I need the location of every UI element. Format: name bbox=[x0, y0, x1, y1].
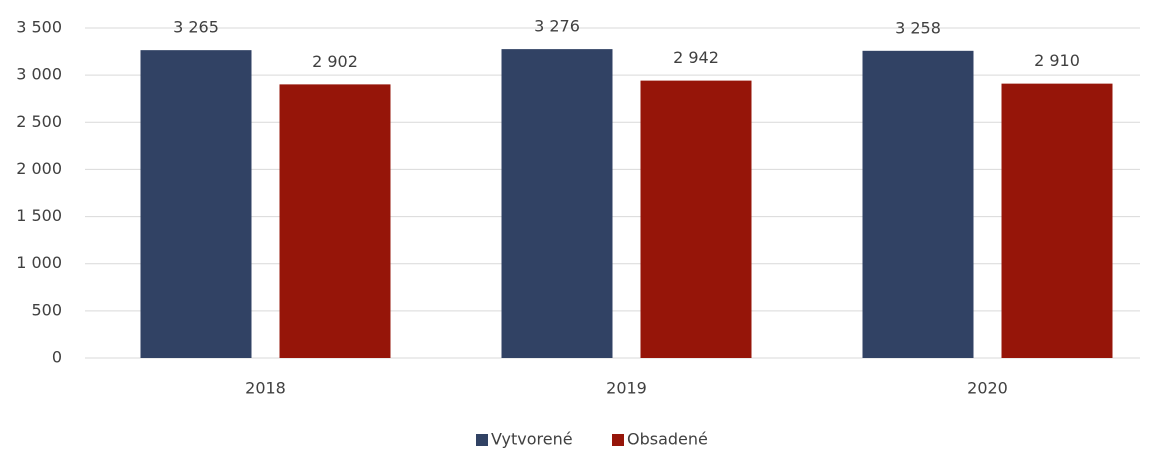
x-tick-label: 2020 bbox=[967, 379, 1008, 398]
data-label: 3 258 bbox=[895, 18, 941, 37]
bar bbox=[1001, 83, 1113, 358]
bar bbox=[640, 80, 752, 359]
bar bbox=[501, 49, 613, 359]
y-tick-label: 500 bbox=[31, 300, 62, 319]
y-tick-label: 0 bbox=[52, 348, 62, 367]
y-tick-label: 2 500 bbox=[16, 112, 62, 131]
x-tick-label: 2018 bbox=[245, 379, 286, 398]
data-label: 3 276 bbox=[534, 17, 580, 36]
y-tick-label: 1 000 bbox=[16, 253, 62, 272]
y-tick-label: 3 500 bbox=[16, 18, 62, 37]
x-tick-label: 2019 bbox=[606, 379, 647, 398]
y-tick-label: 2 000 bbox=[16, 159, 62, 178]
data-label: 2 942 bbox=[673, 48, 719, 67]
y-tick-label: 3 000 bbox=[16, 65, 62, 84]
bar bbox=[862, 50, 974, 359]
bar bbox=[279, 84, 391, 358]
legend-swatch bbox=[612, 434, 624, 446]
data-label: 2 910 bbox=[1034, 51, 1080, 70]
legend-swatch bbox=[476, 434, 488, 446]
legend-label: Vytvorené bbox=[491, 430, 573, 449]
bar bbox=[140, 50, 252, 359]
y-tick-label: 1 500 bbox=[16, 206, 62, 225]
legend-label: Obsadené bbox=[627, 430, 708, 449]
data-label: 2 902 bbox=[312, 52, 358, 71]
data-label: 3 265 bbox=[173, 18, 219, 37]
